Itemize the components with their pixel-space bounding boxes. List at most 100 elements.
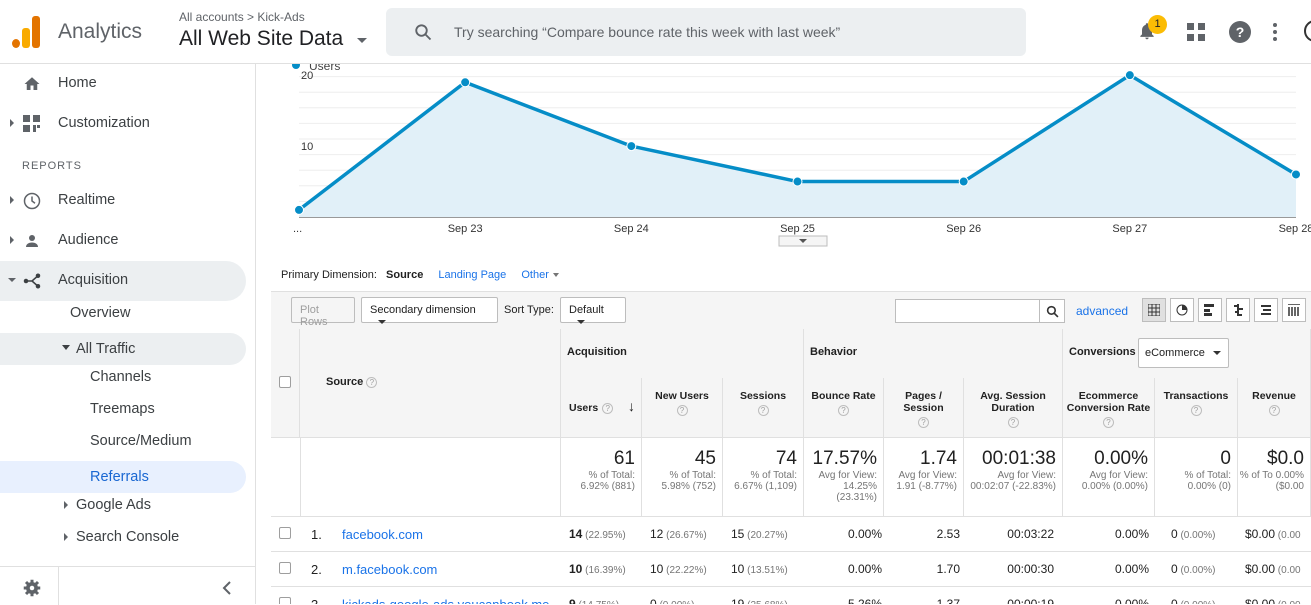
help-icon[interactable]: ? [1229,21,1251,43]
new-users-cell: 10 (22.22%) [650,562,720,576]
chevron-down-icon[interactable] [357,38,367,43]
performance-view-button[interactable] [1198,298,1222,322]
search-box[interactable]: Try searching “Compare bounce rate this … [386,8,1026,56]
table-row[interactable]: 1. facebook.com 14 (22.95%) 12 (26.67%) 15 (… [271,516,1311,551]
data-point[interactable] [1124,70,1135,81]
help-icon[interactable]: ? [757,405,769,416]
advanced-filter-link[interactable]: advanced [1076,304,1129,318]
transactions-cell-percent: (0.00%) [1177,530,1216,541]
bounce-rate-cell: 0.00% [804,527,882,541]
expand-arrow-icon [62,345,70,350]
new-users-cell-value: 12 [650,527,664,541]
sort-type-select[interactable]: Default [560,297,626,325]
reports-header: REPORTS [22,160,82,172]
sidebar-item-channels[interactable]: Channels [90,369,152,385]
data-point[interactable] [792,176,803,187]
sidebar-item-realtime[interactable]: Realtime [0,181,246,221]
row-number-value: 2. [311,562,322,577]
row-number: 3. [311,597,331,604]
help-icon[interactable]: ? [918,417,929,428]
help-icon[interactable]: ? [366,376,378,388]
data-point[interactable] [460,77,471,88]
plot-rows-button[interactable]: Plot Rows [291,297,355,328]
sidebar-item-google-ads[interactable]: Google Ads [64,497,151,529]
dimension-landing-page[interactable]: Landing Page [438,269,507,281]
row-checkbox[interactable] [279,562,291,574]
new-users-cell-value: 10 [650,562,664,576]
source-link[interactable]: facebook.com [342,527,557,542]
more-vert-icon[interactable] [1272,22,1278,42]
help-icon[interactable]: ? [602,402,614,414]
sidebar-item-home[interactable]: Home [0,64,246,104]
sidebar-item-treemaps[interactable]: Treemaps [90,401,155,417]
sidebar-item-audience[interactable]: Audience [0,221,246,261]
source-link[interactable]: kickads-google-ads.youcanbook.me [342,597,557,604]
select-all-checkbox[interactable] [279,376,291,388]
app-name: Analytics [58,20,143,43]
sidebar-item-acquisition[interactable]: Acquisition [0,261,246,301]
pie-view-button[interactable] [1170,298,1194,322]
data-point[interactable] [294,204,304,215]
help-icon[interactable]: ? [1007,417,1019,428]
row-checkbox[interactable] [279,527,291,539]
column-header[interactable]: Pages / Session? [884,378,964,437]
total-value: 17.57% [812,448,877,469]
help-icon[interactable]: ? [1103,417,1114,428]
sidebar-item-referrals[interactable]: Referrals [0,461,246,493]
new-users-cell-percent: (26.67%) [663,530,707,541]
column-header[interactable]: New Users? [642,378,723,437]
column-header[interactable]: Avg. Session Duration? [964,378,1063,437]
column-header[interactable]: Revenue? [1238,378,1311,437]
sidebar-item-source-medium[interactable]: Source/Medium [90,433,192,449]
main-content: ... Sep 23 Sep 24 Sep 25 Sep 26 Sep 27 Sep 28 … [271,64,1311,604]
help-icon[interactable]: ? [1268,405,1280,416]
data-point[interactable] [1291,169,1301,180]
sidebar-item-customization[interactable]: Customization [0,104,246,144]
avatar[interactable] [1304,20,1311,42]
column-header[interactable]: Transactions? [1155,378,1238,437]
pivot-view-button[interactable] [1282,298,1306,322]
source-link[interactable]: m.facebook.com [342,562,557,577]
analytics-logo[interactable] [12,16,40,48]
bar-chart-icon [1204,304,1214,316]
account-breadcrumb[interactable]: All accounts > Kick-Ads [179,10,305,24]
help-icon[interactable]: ? [1190,405,1202,416]
source-column-header[interactable]: Source ? [300,329,561,437]
dimension-other[interactable]: Other [521,269,559,281]
data-point[interactable] [626,141,637,152]
secondary-dimension-select[interactable]: Secondary dimension [361,297,498,325]
conversion-type-select[interactable]: eCommerce [1138,338,1229,368]
avg-session-duration-cell: 00:03:22 [964,527,1054,541]
sidebar-label: Audience [58,232,119,248]
table-row[interactable]: 2. m.facebook.com 10 (16.39%) 10 (22.22%) 10… [271,551,1311,586]
conversions-label: Conversions [1069,346,1136,358]
row-checkbox[interactable] [279,597,291,604]
grid-icon [1147,303,1161,317]
column-header[interactable]: Bounce Rate? [804,378,884,437]
column-header[interactable]: Ecommerce Conversion Rate? [1063,378,1155,437]
table-view-button[interactable] [1142,298,1166,322]
column-header-label: Bounce Rate [811,390,876,402]
table-search-input[interactable] [895,299,1065,323]
dimension-source[interactable]: Source [386,269,424,281]
sort-descending-icon[interactable]: ↓ [628,398,635,414]
table-row[interactable]: 3. kickads-google-ads.youcanbook.me 9 (14.… [271,586,1311,604]
comparison-view-button[interactable] [1226,298,1250,322]
sidebar-item-overview[interactable]: Overview [70,305,131,321]
bounce-rate-cell-value: 0.00% [847,562,882,576]
sidebar-item-all-traffic[interactable]: All Traffic [0,333,246,365]
help-icon[interactable]: ? [838,405,849,416]
data-point[interactable] [958,176,969,187]
term-cloud-view-button[interactable] [1254,298,1278,322]
column-header[interactable]: Sessions? [723,378,804,437]
apps-icon[interactable] [1187,23,1205,41]
row-number-value: 3. [311,597,322,604]
column-header[interactable]: Users? ↓ [561,378,642,437]
sidebar-item-search-console[interactable]: Search Console [64,529,179,561]
help-icon[interactable]: ? [676,405,688,416]
view-selector[interactable]: All Web Site Data [179,27,344,50]
gear-icon[interactable] [23,579,41,597]
users-cell-value: 9 [569,597,576,604]
table-search-button[interactable] [1039,299,1065,323]
collapse-sidebar-icon[interactable] [222,581,232,595]
